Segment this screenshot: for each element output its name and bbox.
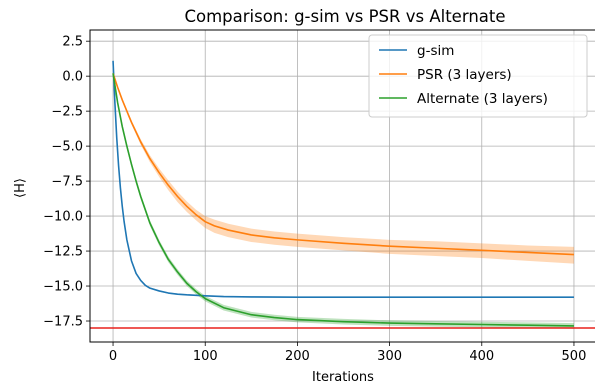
- y-axis-label: ⟨H⟩: [13, 178, 28, 198]
- y-tick-label: −5.0: [51, 140, 83, 155]
- series-line-psr: [112, 73, 574, 256]
- x-tick-label: 200: [285, 349, 310, 364]
- x-tick-label: 300: [377, 349, 402, 364]
- y-ticks: 2.5 0.0 −2.5 −5.0 −7.5 −10.0 −12.5 −15.0 −17.5: [43, 35, 90, 330]
- series-lines: [112, 60, 574, 327]
- y-tick-label: −10.0: [43, 210, 83, 225]
- legend-label: PSR (3 layers): [417, 67, 512, 83]
- x-tick-label: 0: [109, 349, 117, 364]
- x-tick-label: 100: [193, 349, 218, 364]
- x-ticks: 0 100 200 300 400 500: [109, 342, 586, 364]
- y-tick-label: −7.5: [51, 175, 83, 190]
- plot-frame: [89, 29, 595, 343]
- chart-title: Comparison: g-sim vs PSR vs Alternate: [184, 7, 505, 26]
- legend-box: [368, 34, 588, 118]
- x-axis-label: Iterations: [312, 370, 374, 385]
- legend-label: Alternate (3 layers): [417, 91, 548, 107]
- y-tick-label: −12.5: [43, 245, 83, 260]
- y-tick-label: 0.0: [62, 70, 83, 85]
- y-tick-label: 2.5: [62, 35, 83, 50]
- x-tick-label: 400: [469, 349, 494, 364]
- y-tick-label: −2.5: [51, 105, 83, 120]
- legend: g-sim PSR (3 layers) Alternate (3 layers): [368, 34, 588, 118]
- series-line-g-sim: [112, 60, 574, 299]
- x-tick-label: 500: [562, 349, 587, 364]
- y-tick-label: −15.0: [43, 280, 83, 295]
- series-line-alternate: [112, 73, 574, 327]
- y-tick-label: −17.5: [43, 315, 83, 330]
- legend-label: g-sim: [417, 43, 454, 59]
